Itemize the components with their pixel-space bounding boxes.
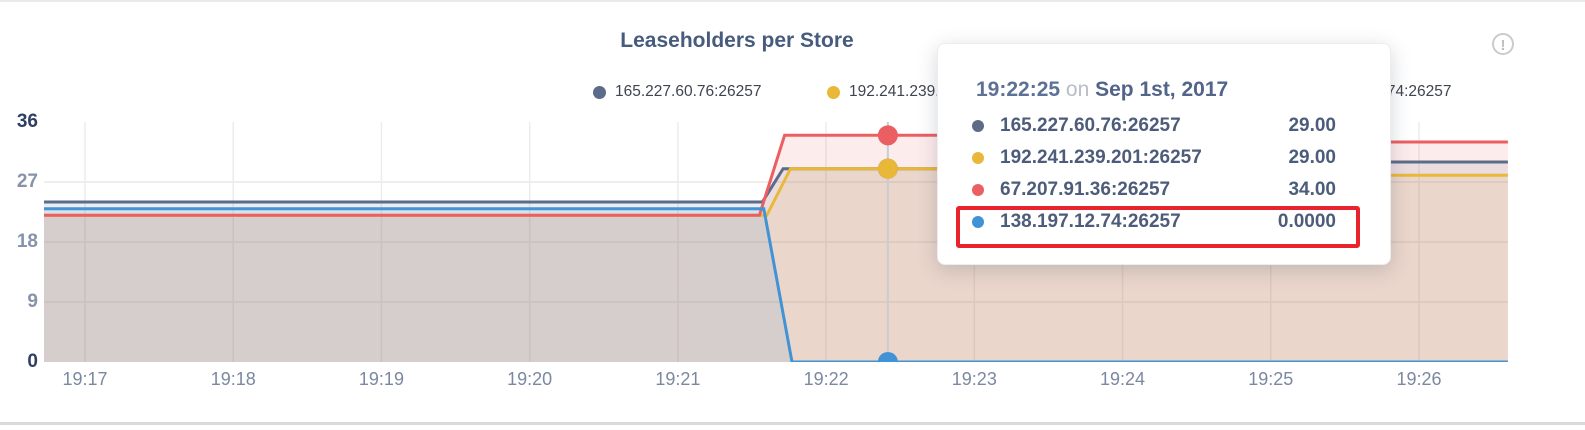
tooltip-rows: 165.227.60.76:26257 29.00 192.241.239.201:… — [972, 110, 1336, 238]
x-tick-label: 19:23 — [951, 369, 997, 389]
x-tick-label: 19:17 — [62, 369, 108, 389]
tooltip-series-label: 138.197.12.74:26257 — [1000, 211, 1181, 232]
tooltip-series-label: 165.227.60.76:26257 — [1000, 115, 1181, 136]
y-tick-label: 0 — [27, 351, 38, 372]
tooltip-series-value: 34.00 — [1288, 179, 1336, 200]
tooltip-date: Sep 1st, 2017 — [1095, 78, 1229, 101]
hover-dot — [877, 158, 898, 179]
y-tick-label: 27 — [16, 171, 38, 192]
tooltip-series-value: 0.0000 — [1277, 211, 1336, 232]
y-tick-label: 9 — [27, 291, 38, 312]
tooltip-row: 192.241.239.201:26257 29.00 — [972, 142, 1336, 174]
panel-top-divider — [0, 0, 1585, 2]
hover-dot — [877, 158, 898, 179]
tooltip-header: 19:22:25 on Sep 1st, 2017 — [976, 78, 1229, 101]
tooltip-series-dot-icon — [972, 184, 984, 196]
tooltip-series-label: 67.207.91.36:26257 — [1000, 179, 1171, 200]
hover-dot — [877, 352, 898, 362]
tooltip-series-dot-icon — [972, 152, 984, 164]
panel-bottom-divider — [0, 422, 1585, 425]
hover-tooltip: 19:22:25 on Sep 1st, 2017 165.227.60.76:… — [937, 43, 1391, 265]
x-tick-label: 19:21 — [655, 369, 701, 389]
y-tick-label: 36 — [16, 111, 38, 132]
tooltip-series-dot-icon — [972, 120, 984, 132]
x-tick-label: 19:22 — [803, 369, 849, 389]
info-icon[interactable]: ! — [1492, 33, 1514, 55]
x-tick-label: 19:19 — [358, 369, 404, 389]
chart-title: Leaseholders per Store — [620, 29, 854, 52]
x-tick-label: 19:24 — [1100, 369, 1146, 389]
tooltip-row: 138.197.12.74:26257 0.0000 — [972, 206, 1336, 238]
tooltip-row: 165.227.60.76:26257 29.00 — [972, 110, 1336, 142]
x-tick-label: 19:20 — [507, 369, 553, 389]
tooltip-series-value: 29.00 — [1288, 115, 1336, 136]
tooltip-time: 19:22:25 — [976, 78, 1061, 101]
hover-dot — [877, 125, 898, 146]
tooltip-series-value: 29.00 — [1288, 147, 1336, 168]
x-tick-label: 19:18 — [210, 369, 256, 389]
y-tick-label: 18 — [16, 231, 38, 252]
x-tick-label: 19:26 — [1396, 369, 1442, 389]
legend-item[interactable]: 165.227.60.76:26257 — [593, 83, 762, 101]
legend-dot-icon — [827, 85, 840, 99]
tooltip-row: 67.207.91.36:26257 34.00 — [972, 174, 1336, 206]
tooltip-series-label: 192.241.239.201:26257 — [1000, 147, 1202, 168]
tooltip-series-dot-icon — [972, 216, 984, 228]
x-tick-label: 19:25 — [1248, 369, 1294, 389]
legend-label: 165.227.60.76:26257 — [615, 83, 762, 100]
legend-dot-icon — [593, 85, 606, 99]
